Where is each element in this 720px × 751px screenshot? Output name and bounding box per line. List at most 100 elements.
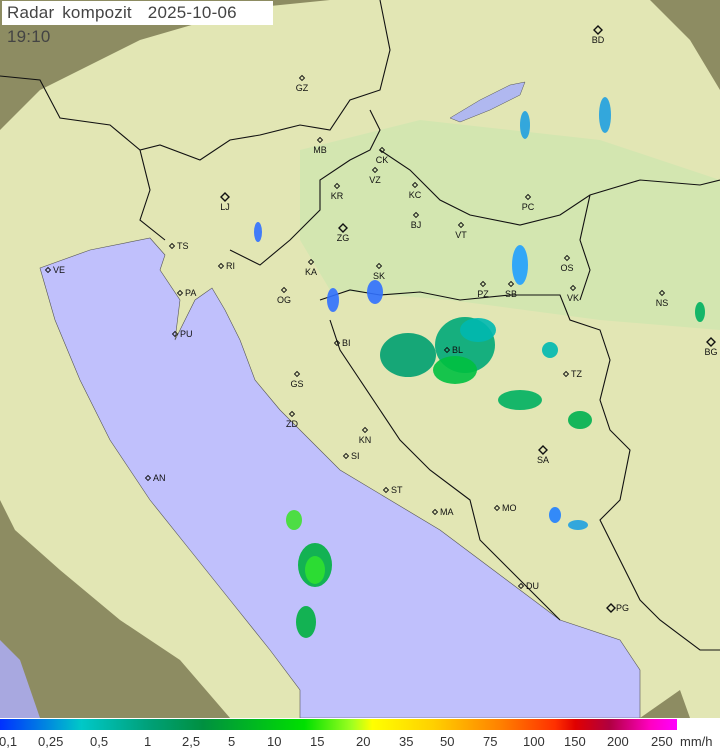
city-pa: PA	[176, 288, 196, 298]
city-marker-icon	[338, 223, 348, 233]
city-label: KR	[331, 191, 344, 201]
city-marker-icon	[443, 346, 451, 354]
precipitation-echo	[498, 390, 542, 410]
city-kn: KN	[359, 426, 372, 445]
city-label: GZ	[296, 83, 309, 93]
city-marker-icon	[658, 289, 666, 297]
city-label: VE	[53, 265, 65, 275]
precipitation-echo	[599, 97, 611, 133]
scale-tick-labels: 0,1 0,25 0,5 1 2,5 5 10 15 20 35 50 75 100 150 200 250 m…	[0, 734, 720, 751]
city-label: CK	[376, 155, 389, 165]
scale-tick: 150	[564, 734, 586, 749]
city-marker-icon	[562, 370, 570, 378]
city-tz: TZ	[562, 369, 582, 379]
city-ma: MA	[431, 507, 454, 517]
city-pg: PG	[606, 603, 629, 613]
city-marker-icon	[563, 254, 571, 262]
city-label: ZG	[337, 233, 350, 243]
city-marker-icon	[493, 504, 501, 512]
precipitation-echo	[286, 510, 302, 530]
city-sa: SA	[537, 445, 549, 465]
city-marker-icon	[412, 211, 420, 219]
city-du: DU	[517, 581, 539, 591]
city-marker-icon	[280, 286, 288, 294]
city-vz: VZ	[369, 166, 381, 185]
city-label: KC	[409, 190, 422, 200]
city-markers: BD GZ MB CK VZ KR KC PC LJ BJ ZG VT TS VE RI KA SK OS PA OG…	[44, 25, 718, 613]
city-marker-icon	[333, 182, 341, 190]
city-pu: PU	[171, 329, 193, 339]
city-sk: SK	[373, 262, 385, 281]
city-vt: VT	[455, 221, 467, 240]
city-label: VT	[455, 230, 467, 240]
city-ri: RI	[217, 261, 235, 271]
city-label: KN	[359, 435, 372, 445]
precipitation-echo	[254, 222, 262, 242]
city-marker-icon	[298, 74, 306, 82]
city-label: SB	[505, 289, 517, 299]
city-label: LJ	[220, 202, 230, 212]
city-og: OG	[277, 286, 291, 305]
scale-tick: 0,5	[90, 734, 109, 749]
precipitation-echo	[305, 556, 325, 584]
city-label: SA	[537, 455, 549, 465]
city-an: AN	[144, 473, 166, 483]
scale-tick: 35	[399, 734, 414, 749]
city-ve: VE	[44, 265, 65, 275]
city-label: PG	[616, 603, 629, 613]
city-marker-icon	[168, 242, 176, 250]
scale-tick: 10	[267, 734, 282, 749]
city-label: RI	[226, 261, 235, 271]
city-gs: GS	[290, 370, 304, 389]
scale-tick: 2,5	[182, 734, 201, 749]
lowland-plain	[300, 120, 720, 330]
city-label: OG	[277, 295, 291, 305]
city-label: BI	[342, 338, 351, 348]
city-marker-icon	[569, 284, 577, 292]
city-kr: KR	[331, 182, 344, 201]
city-marker-icon	[378, 146, 386, 154]
city-zg: ZG	[337, 223, 350, 243]
scale-unit: mm/h	[680, 734, 713, 749]
city-label: BL	[452, 345, 463, 355]
city-marker-icon	[375, 262, 383, 270]
city-marker-icon	[538, 445, 548, 455]
city-label: MO	[502, 503, 517, 513]
scale-tick: 0,1	[0, 734, 18, 749]
city-marker-icon	[457, 221, 465, 229]
precipitation-echo	[542, 342, 558, 358]
precipitation-echo	[512, 245, 528, 285]
city-label: BD	[592, 35, 605, 45]
city-marker-icon	[144, 474, 152, 482]
city-label: SI	[351, 451, 360, 461]
precipitation-echo	[380, 333, 436, 377]
city-marker-icon	[382, 486, 390, 494]
adriatic-sea	[39, 237, 641, 718]
city-marker-icon	[593, 25, 603, 35]
radar-map[interactable]: BD GZ MB CK VZ KR KC PC LJ BJ ZG VT TS VE RI KA SK OS PA OG…	[0, 0, 720, 718]
city-label: DU	[526, 581, 539, 591]
precipitation-echo	[568, 520, 588, 530]
city-label: PA	[185, 288, 196, 298]
city-lj: LJ	[220, 192, 230, 212]
city-marker-icon	[606, 603, 616, 613]
city-mo: MO	[493, 503, 517, 513]
city-label: PC	[522, 202, 535, 212]
city-os: OS	[560, 254, 574, 273]
city-label: PZ	[477, 289, 489, 299]
city-label: PU	[180, 329, 193, 339]
city-bg: BG	[704, 337, 718, 357]
city-marker-icon	[176, 289, 184, 297]
city-st: ST	[382, 485, 403, 495]
city-zd: ZD	[286, 410, 298, 429]
city-label: NS	[656, 298, 669, 308]
city-bl: BL	[443, 345, 463, 355]
city-label: TZ	[571, 369, 582, 379]
precipitation-color-scale	[0, 719, 677, 730]
city-marker-icon	[288, 410, 296, 418]
city-marker-icon	[316, 136, 324, 144]
city-marker-icon	[524, 193, 532, 201]
lake-balaton	[449, 81, 526, 123]
precipitation-echo	[296, 606, 316, 638]
radar-echoes	[254, 97, 705, 638]
